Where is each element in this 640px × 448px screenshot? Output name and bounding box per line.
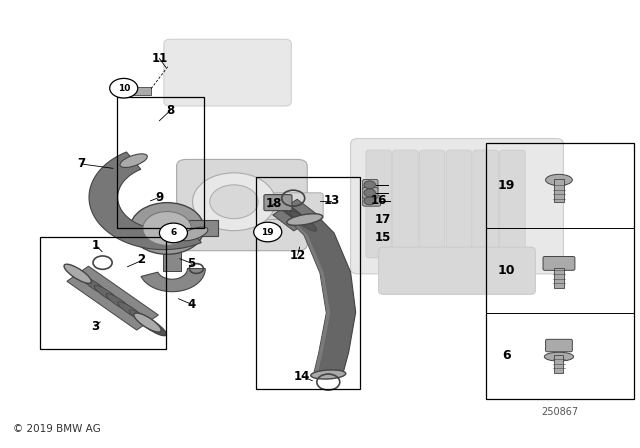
Ellipse shape — [64, 264, 92, 283]
Ellipse shape — [287, 214, 323, 225]
Text: 5: 5 — [187, 257, 195, 270]
FancyBboxPatch shape — [177, 159, 307, 251]
FancyBboxPatch shape — [379, 247, 536, 294]
Polygon shape — [141, 268, 205, 292]
Text: 3: 3 — [92, 320, 100, 333]
Text: 6: 6 — [170, 228, 177, 237]
Bar — [256, 177, 360, 389]
Text: 19: 19 — [497, 179, 515, 192]
Text: 1: 1 — [92, 239, 100, 252]
Polygon shape — [89, 152, 202, 250]
Ellipse shape — [134, 313, 161, 332]
Ellipse shape — [280, 203, 306, 223]
FancyBboxPatch shape — [363, 188, 378, 198]
Ellipse shape — [311, 370, 346, 379]
Text: 13: 13 — [323, 194, 340, 207]
Ellipse shape — [290, 211, 317, 231]
Text: 17: 17 — [374, 213, 390, 226]
FancyBboxPatch shape — [545, 339, 572, 352]
Polygon shape — [67, 266, 158, 330]
FancyBboxPatch shape — [264, 194, 292, 211]
Bar — [554, 267, 564, 288]
FancyBboxPatch shape — [446, 150, 472, 258]
FancyBboxPatch shape — [266, 193, 323, 220]
FancyBboxPatch shape — [473, 150, 499, 258]
Bar — [117, 97, 204, 228]
Polygon shape — [289, 219, 356, 375]
Circle shape — [109, 78, 138, 98]
Text: 15: 15 — [374, 231, 390, 244]
Ellipse shape — [285, 207, 312, 227]
FancyBboxPatch shape — [363, 180, 378, 190]
Text: 16: 16 — [371, 194, 387, 207]
Text: 12: 12 — [289, 249, 306, 262]
Circle shape — [364, 197, 376, 205]
Text: 8: 8 — [166, 104, 174, 117]
Text: 7: 7 — [77, 157, 85, 170]
Text: 9: 9 — [156, 191, 164, 204]
Ellipse shape — [544, 352, 573, 361]
Circle shape — [159, 223, 188, 243]
Text: 6: 6 — [502, 349, 510, 362]
Circle shape — [193, 173, 275, 231]
Circle shape — [130, 202, 204, 254]
Text: 14: 14 — [294, 370, 310, 383]
Ellipse shape — [71, 269, 96, 286]
Ellipse shape — [83, 277, 108, 294]
Circle shape — [364, 181, 376, 189]
Text: 11: 11 — [151, 52, 168, 65]
Ellipse shape — [180, 227, 208, 241]
Text: 250867: 250867 — [541, 406, 578, 417]
Ellipse shape — [274, 199, 301, 219]
Ellipse shape — [545, 174, 572, 185]
FancyBboxPatch shape — [351, 138, 563, 274]
FancyBboxPatch shape — [363, 195, 381, 206]
Ellipse shape — [120, 154, 147, 168]
Bar — [554, 355, 563, 373]
Text: 10: 10 — [118, 84, 130, 93]
Text: 19: 19 — [261, 228, 274, 237]
Polygon shape — [273, 199, 318, 231]
Bar — [163, 237, 181, 271]
Polygon shape — [289, 220, 330, 375]
Bar — [40, 237, 166, 349]
Ellipse shape — [118, 302, 142, 319]
FancyBboxPatch shape — [164, 39, 291, 106]
Bar — [133, 87, 151, 95]
FancyBboxPatch shape — [543, 257, 575, 270]
Ellipse shape — [95, 285, 119, 303]
Circle shape — [210, 185, 258, 219]
FancyBboxPatch shape — [419, 150, 445, 258]
Text: © 2019 BMW AG: © 2019 BMW AG — [13, 424, 100, 434]
Circle shape — [253, 222, 282, 242]
Bar — [189, 220, 218, 237]
FancyBboxPatch shape — [500, 150, 525, 258]
Ellipse shape — [106, 293, 131, 311]
Bar — [554, 179, 564, 202]
Text: 2: 2 — [138, 253, 146, 266]
FancyBboxPatch shape — [366, 150, 392, 258]
Ellipse shape — [129, 310, 154, 327]
FancyBboxPatch shape — [393, 150, 418, 258]
Ellipse shape — [136, 314, 166, 336]
Bar — [486, 143, 634, 399]
Text: 18: 18 — [266, 198, 282, 211]
Text: 4: 4 — [187, 297, 195, 310]
Circle shape — [364, 189, 376, 197]
Circle shape — [143, 211, 191, 246]
Text: 10: 10 — [497, 264, 515, 277]
